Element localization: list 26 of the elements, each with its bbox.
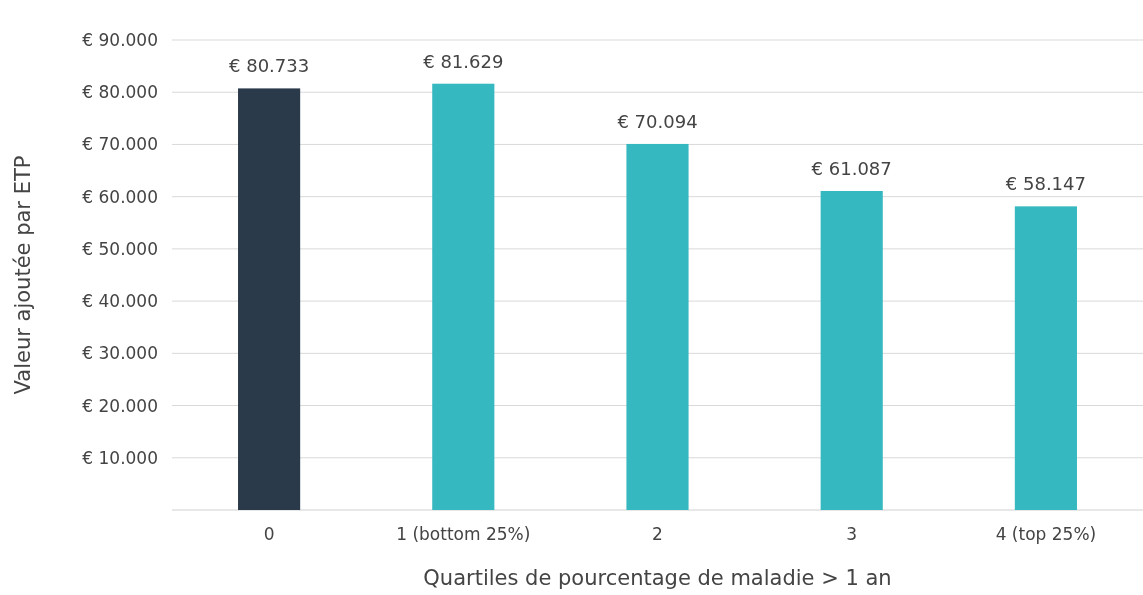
bar <box>626 143 689 510</box>
y-tick-label: € 50.000 <box>82 238 158 259</box>
y-tick-label: € 10.000 <box>82 447 158 468</box>
bar <box>1014 206 1077 510</box>
x-tick-label: 4 (top 25%) <box>995 524 1097 545</box>
y-tick-label: € 60.000 <box>82 186 158 207</box>
y-tick-label: € 80.000 <box>82 82 158 103</box>
y-tick-label: € 30.000 <box>82 343 158 364</box>
data-label: € 61.087 <box>811 157 892 179</box>
data-label: € 58.147 <box>1005 173 1086 195</box>
data-label: € 70.094 <box>617 110 698 132</box>
data-label: € 80.733 <box>229 55 310 77</box>
x-tick-label: 0 <box>263 524 275 545</box>
y-tick-label: € 40.000 <box>82 291 158 312</box>
y-tick-label: € 90.000 <box>82 29 158 50</box>
bar <box>432 83 495 510</box>
x-tick-label: 2 <box>652 524 663 545</box>
x-axis-title: Quartiles de pourcentage de maladie > 1 an <box>423 566 892 590</box>
x-tick-label: 1 (bottom 25%) <box>396 524 531 545</box>
data-label: € 81.629 <box>423 50 504 72</box>
y-tick-label: € 70.000 <box>82 134 158 155</box>
x-tick-label: 3 <box>846 524 858 545</box>
bar <box>820 190 883 510</box>
y-axis-title: Valeur ajoutée par ETP <box>11 155 35 395</box>
y-tick-label: € 20.000 <box>82 395 158 416</box>
bar <box>238 88 301 510</box>
